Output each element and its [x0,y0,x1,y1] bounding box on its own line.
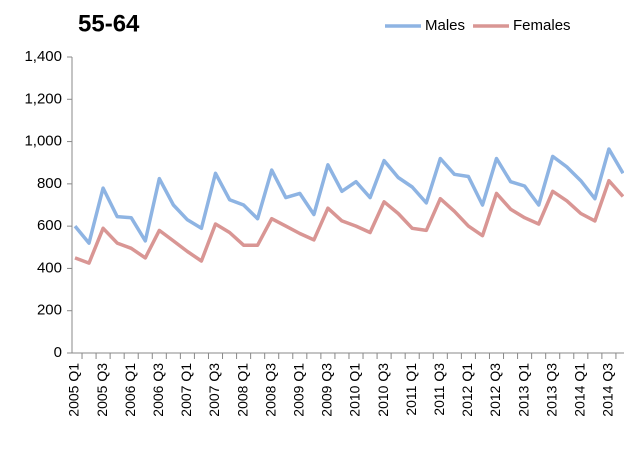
x-tick-label: 2007 Q1 [178,363,194,417]
x-tick-label: 2012 Q3 [487,363,503,417]
y-tick-label: 200 [37,302,62,319]
legend-label: Males [425,17,465,34]
y-tick-label: 800 [37,175,62,192]
x-tick-label: 2009 Q3 [319,363,335,417]
x-tick-label: 2014 Q3 [600,363,616,417]
plot-area [73,147,624,265]
y-tick-label: 0 [54,344,62,361]
x-tick-label: 2006 Q1 [122,363,138,417]
x-tick-label: 2010 Q3 [375,363,391,417]
x-tick-label: 2005 Q3 [94,363,110,417]
x-tick-label: 2014 Q1 [572,363,588,417]
x-tick-label: 2013 Q1 [515,363,531,417]
x-tick-label: 2007 Q3 [206,363,222,417]
x-tick-label: 2013 Q3 [543,363,559,417]
series-line [74,178,624,265]
x-tick-label: 2008 Q1 [234,363,250,417]
x-tick-label: 2005 Q1 [66,363,82,417]
x-tick-label: 2011 Q1 [403,363,419,416]
x-tick-label: 2009 Q1 [291,363,307,417]
x-tick-label: 2011 Q3 [431,363,447,416]
series-line [73,147,624,245]
x-tick-label: 2006 Q3 [150,363,166,417]
x-tick-label: 2008 Q3 [262,363,278,417]
y-tick-label: 1,400 [24,48,62,65]
y-tick-label: 1,000 [24,133,62,150]
legend-label: Females [513,17,571,34]
chart-title: 55-64 [78,10,140,37]
x-tick-label: 2010 Q1 [347,363,363,417]
x-tick-label: 2012 Q1 [459,363,475,417]
y-tick-label: 600 [37,217,62,234]
y-tick-label: 1,200 [24,90,62,107]
y-tick-label: 400 [37,259,62,276]
